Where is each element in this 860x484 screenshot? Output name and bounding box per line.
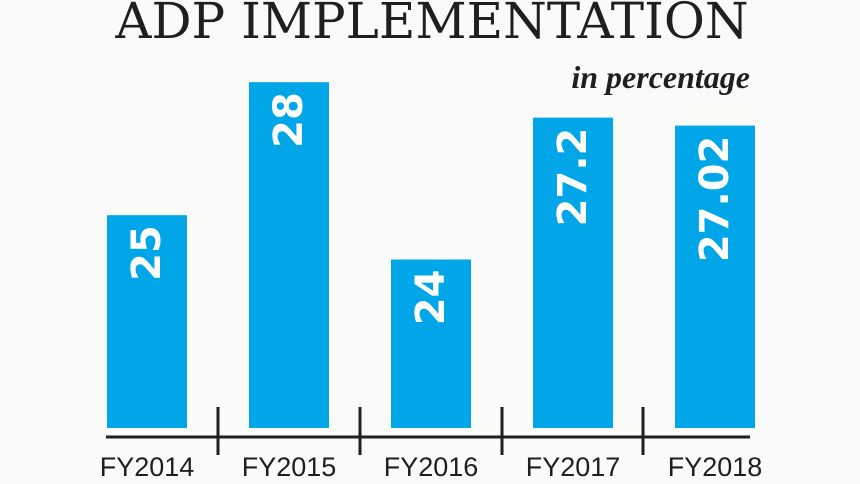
bars-layer: 25 28 24 27.2 27.02 — [107, 82, 755, 429]
bar-fy2017 — [533, 117, 613, 429]
x-tick-labels: FY2014 FY2015 FY2016 FY2017 FY2018 — [100, 452, 763, 482]
bar-value-label: 24 — [408, 270, 454, 326]
x-tick-label: FY2017 — [526, 452, 621, 482]
bar-value-label: 27.02 — [692, 136, 738, 263]
x-tick-label: FY2014 — [100, 452, 195, 482]
chart-subtitle: in percentage — [571, 59, 750, 95]
x-tick-label: FY2016 — [384, 452, 479, 482]
x-tick-label: FY2015 — [242, 452, 337, 482]
bar-fy2016 — [391, 259, 471, 428]
bar-value-label: 27.2 — [550, 128, 596, 227]
bar-fy2018 — [675, 125, 755, 429]
bar-value-label: 25 — [124, 225, 170, 281]
x-tick-label: FY2018 — [668, 452, 763, 482]
x-axis — [106, 407, 750, 455]
bar-value-label: 28 — [266, 92, 312, 148]
bar-fy2014 — [107, 215, 187, 428]
chart-title: ADP IMPLEMENTATION — [114, 0, 748, 50]
bar-fy2015 — [249, 82, 329, 429]
